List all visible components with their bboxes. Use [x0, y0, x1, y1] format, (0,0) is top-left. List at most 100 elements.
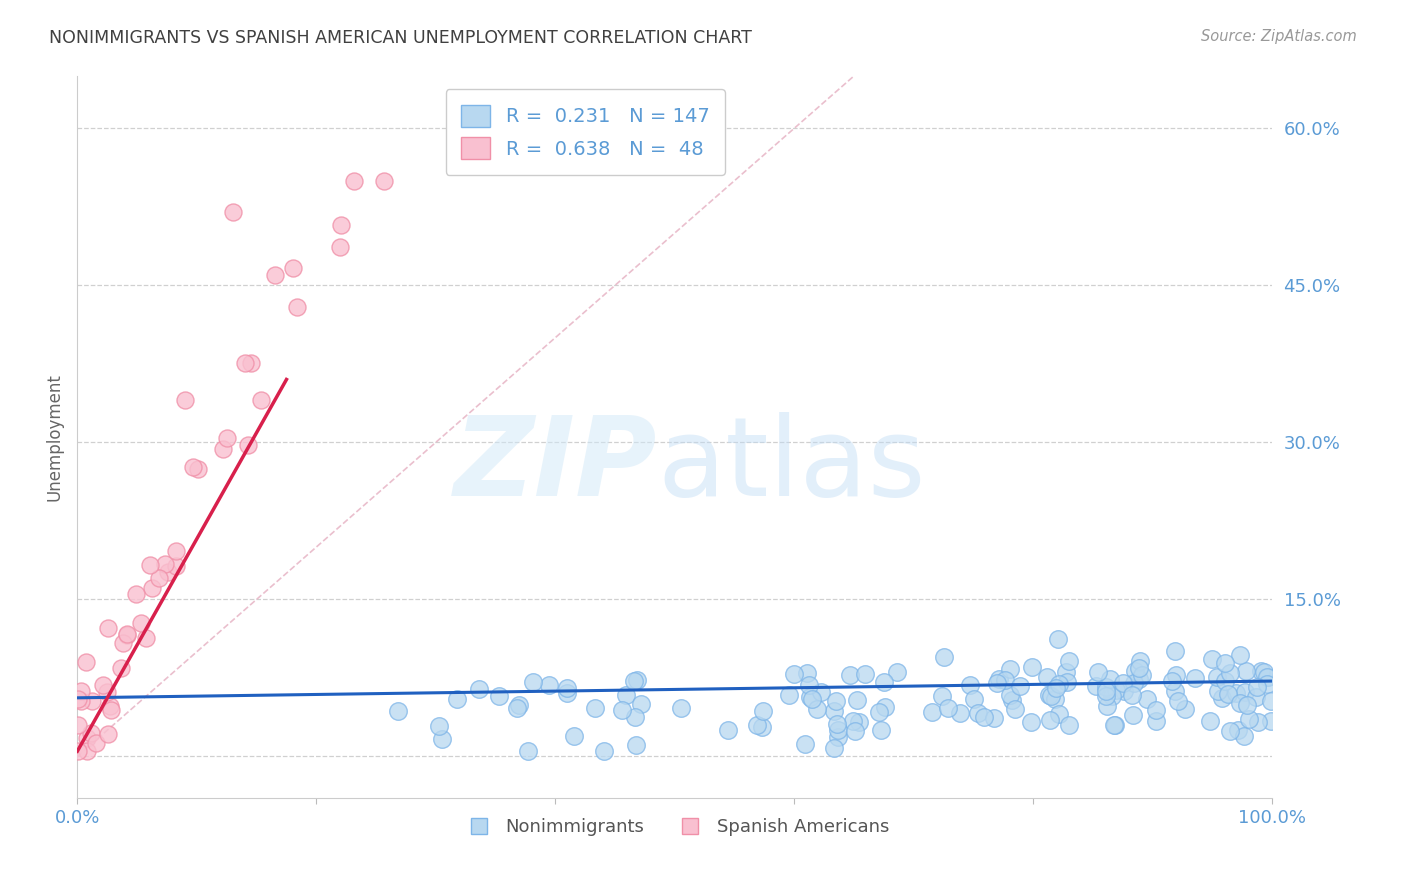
Point — [921, 706, 943, 720]
Point — [799, 690, 821, 704]
Point — [79, 726, 101, 740]
Point — [1104, 718, 1126, 732]
Point — [537, 678, 560, 692]
Point — [1047, 706, 1070, 721]
Point — [1021, 660, 1043, 674]
Point — [1004, 702, 1026, 716]
Point — [751, 720, 773, 734]
Point — [373, 173, 395, 187]
Point — [1160, 673, 1182, 688]
Point — [875, 699, 897, 714]
Point — [1257, 670, 1279, 684]
Point — [84, 736, 107, 750]
Point — [796, 665, 818, 680]
Point — [1122, 708, 1144, 723]
Point — [848, 715, 870, 730]
Point — [555, 686, 578, 700]
Point — [1102, 718, 1125, 732]
Point — [839, 668, 862, 682]
Point — [1206, 670, 1229, 684]
Point — [1095, 680, 1118, 694]
Point — [1225, 685, 1247, 699]
Point — [626, 673, 648, 687]
Point — [1057, 654, 1080, 668]
Point — [1216, 687, 1239, 701]
Point — [1129, 654, 1152, 668]
Point — [592, 743, 614, 757]
Point — [522, 675, 544, 690]
Point — [148, 571, 170, 585]
Text: NONIMMIGRANTS VS SPANISH AMERICAN UNEMPLOYMENT CORRELATION CHART: NONIMMIGRANTS VS SPANISH AMERICAN UNEMPL… — [49, 29, 752, 46]
Point — [508, 698, 530, 712]
Point — [1019, 715, 1042, 730]
Point — [1167, 694, 1189, 708]
Point — [1206, 684, 1229, 698]
Point — [1164, 668, 1187, 682]
Point — [1112, 676, 1135, 690]
Text: atlas: atlas — [657, 412, 925, 519]
Point — [129, 615, 152, 630]
Point — [240, 356, 263, 370]
Point — [233, 356, 256, 370]
Point — [66, 718, 89, 732]
Point — [614, 688, 637, 702]
Point — [1256, 670, 1278, 684]
Point — [165, 544, 187, 558]
Point — [1219, 723, 1241, 738]
Point — [623, 673, 645, 688]
Point — [505, 700, 527, 714]
Point — [67, 692, 90, 706]
Point — [222, 205, 245, 219]
Point — [841, 714, 863, 729]
Point — [825, 694, 848, 708]
Point — [583, 701, 606, 715]
Point — [825, 717, 848, 731]
Point — [1199, 714, 1222, 728]
Point — [717, 723, 740, 737]
Point — [187, 462, 209, 476]
Point — [516, 744, 538, 758]
Point — [97, 621, 120, 635]
Point — [1135, 692, 1157, 706]
Point — [1211, 691, 1233, 706]
Point — [212, 442, 235, 456]
Point — [343, 173, 366, 187]
Text: ZIP: ZIP — [454, 412, 657, 519]
Point — [1112, 683, 1135, 698]
Point — [446, 692, 468, 706]
Point — [886, 665, 908, 679]
Point — [1219, 666, 1241, 681]
Point — [844, 724, 866, 739]
Point — [139, 558, 162, 572]
Point — [1047, 676, 1070, 690]
Point — [263, 268, 285, 282]
Point — [1144, 714, 1167, 728]
Point — [823, 741, 845, 756]
Point — [1229, 648, 1251, 663]
Point — [931, 690, 953, 704]
Point — [1056, 674, 1078, 689]
Point — [1246, 690, 1268, 704]
Point — [800, 691, 823, 706]
Point — [283, 261, 305, 276]
Point — [112, 636, 135, 650]
Point — [562, 729, 585, 743]
Point — [1174, 702, 1197, 716]
Point — [783, 667, 806, 681]
Y-axis label: Unemployment: Unemployment — [45, 373, 63, 501]
Point — [69, 693, 91, 707]
Point — [153, 558, 176, 572]
Point — [96, 685, 118, 699]
Point — [745, 717, 768, 731]
Point — [1213, 673, 1236, 688]
Point — [1001, 692, 1024, 706]
Point — [100, 703, 122, 717]
Point — [1253, 665, 1275, 679]
Point — [853, 667, 876, 681]
Point — [1164, 683, 1187, 698]
Point — [799, 678, 821, 692]
Point — [1237, 712, 1260, 726]
Point — [1236, 698, 1258, 713]
Point — [1010, 680, 1032, 694]
Point — [165, 558, 187, 573]
